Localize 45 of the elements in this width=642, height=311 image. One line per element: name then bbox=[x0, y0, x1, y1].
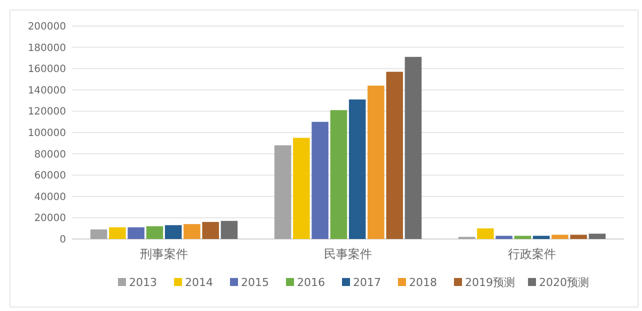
y-tick-label: 100000 bbox=[28, 128, 66, 139]
bar bbox=[496, 236, 512, 239]
y-tick-label: 80000 bbox=[34, 149, 66, 160]
y-tick-label: 200000 bbox=[28, 22, 66, 32]
x-tick-label: 刑事案件 bbox=[140, 247, 188, 261]
bar bbox=[109, 227, 126, 239]
bar bbox=[274, 145, 292, 239]
bar bbox=[202, 222, 219, 239]
bar bbox=[164, 225, 182, 239]
y-tick-label: 60000 bbox=[34, 170, 66, 182]
bar bbox=[532, 236, 550, 239]
legend-label: 2016 bbox=[297, 276, 325, 289]
bar bbox=[368, 86, 384, 239]
x-tick-label: 民事案件 bbox=[324, 247, 372, 261]
bar bbox=[90, 229, 108, 239]
bar bbox=[570, 234, 587, 239]
y-tick-label: 20000 bbox=[34, 213, 66, 224]
y-tick-label: 160000 bbox=[28, 64, 66, 76]
legend-label: 2018 bbox=[409, 276, 437, 289]
bar bbox=[220, 220, 238, 239]
bar bbox=[514, 236, 532, 239]
bar bbox=[128, 227, 144, 239]
bar bbox=[477, 228, 494, 239]
y-tick-label: 180000 bbox=[28, 42, 66, 54]
bar bbox=[348, 99, 366, 239]
legend-label: 2015 bbox=[241, 276, 269, 289]
bar bbox=[146, 226, 164, 239]
y-tick-label: 120000 bbox=[28, 106, 66, 118]
bar bbox=[312, 122, 328, 239]
bar bbox=[404, 56, 422, 239]
bar bbox=[386, 72, 403, 239]
bar bbox=[552, 234, 568, 239]
y-tick-label: 40000 bbox=[34, 192, 66, 203]
bar bbox=[184, 224, 200, 239]
x-tick-label: 行政案件 bbox=[508, 247, 556, 261]
bar bbox=[293, 138, 310, 239]
legend-label: 2019预测 bbox=[465, 276, 515, 289]
bar bbox=[588, 234, 606, 239]
legend-label: 2014 bbox=[185, 276, 213, 289]
legend-label: 2020预测 bbox=[539, 276, 589, 289]
legend-label: 2013 bbox=[129, 276, 157, 289]
legend-label: 2017 bbox=[353, 276, 381, 289]
y-tick-label: 0 bbox=[60, 234, 66, 246]
bar bbox=[330, 110, 348, 239]
y-tick-label: 140000 bbox=[28, 85, 66, 96]
